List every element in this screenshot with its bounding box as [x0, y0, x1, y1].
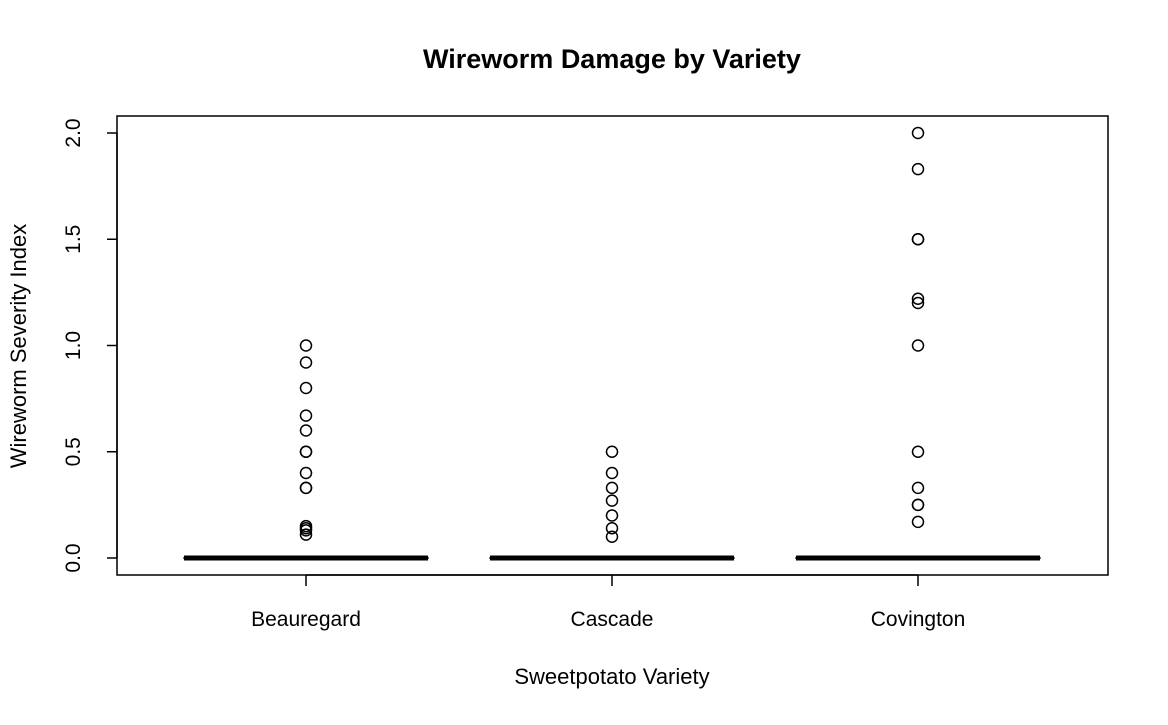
outlier-point	[913, 340, 924, 351]
y-axis-label: Wireworm Severity Index	[6, 224, 31, 469]
x-tick-label: Beauregard	[251, 608, 361, 631]
y-tick-label: 0.0	[62, 543, 85, 572]
boxplot-series	[184, 128, 1040, 559]
outlier-point	[301, 468, 312, 479]
y-axis: 0.0 0.5 1.0 1.5 2.0	[62, 118, 117, 572]
x-tick-label: Cascade	[571, 608, 654, 631]
box-covington	[796, 128, 1040, 559]
outlier-point	[607, 482, 618, 493]
outlier-point	[301, 446, 312, 457]
outlier-point	[301, 482, 312, 493]
outlier-point	[913, 164, 924, 175]
chart-title: Wireworm Damage by Variety	[423, 44, 801, 74]
y-tick-label: 2.0	[62, 118, 85, 147]
y-tick-label: 1.0	[62, 331, 85, 360]
outlier-point	[607, 468, 618, 479]
outlier-point	[607, 446, 618, 457]
outlier-point	[913, 482, 924, 493]
outlier-point	[913, 499, 924, 510]
outlier-point	[913, 446, 924, 457]
outlier-point	[913, 128, 924, 139]
box-cascade	[490, 446, 734, 558]
y-tick-label: 0.5	[62, 437, 85, 466]
x-tick-label: Covington	[871, 608, 966, 631]
outlier-point	[607, 523, 618, 534]
outlier-point	[301, 357, 312, 368]
y-tick-label: 1.5	[62, 225, 85, 254]
outlier-point	[607, 495, 618, 506]
outlier-point	[301, 425, 312, 436]
outlier-point	[913, 516, 924, 527]
x-axis: Beauregard Cascade Covington	[251, 575, 965, 631]
outlier-point	[301, 410, 312, 421]
outlier-point	[607, 510, 618, 521]
outlier-point	[913, 234, 924, 245]
outlier-point	[301, 383, 312, 394]
x-axis-label: Sweetpotato Variety	[514, 664, 709, 689]
box-beauregard	[184, 340, 428, 558]
outlier-point	[301, 340, 312, 351]
